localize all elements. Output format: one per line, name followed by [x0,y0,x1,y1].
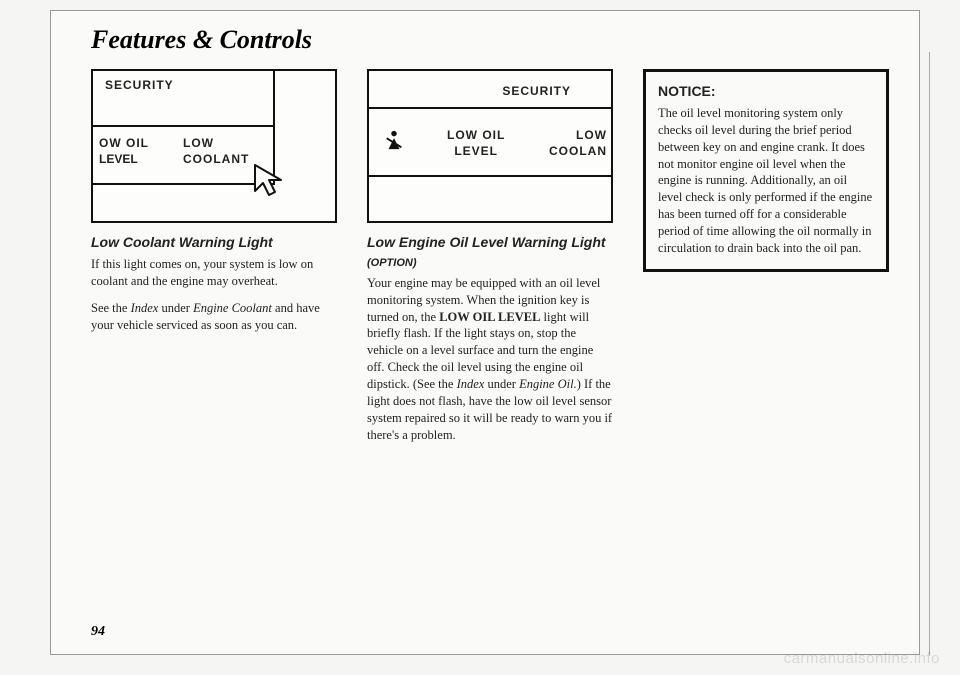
engine-oil-ref: Engine Oil. [519,377,577,391]
label-oil-level: OW OIL LEVEL [99,135,149,167]
oil2-l2: LEVEL [454,144,498,158]
label-low-oil-level: LOW OIL LEVEL [447,127,505,159]
oil2-l1: LOW OIL [447,128,505,142]
para-coolant-1: If this light comes on, your system is l… [91,256,337,290]
right-margin-rule [929,52,930,655]
engine-coolant-ref: Engine Coolant [193,301,272,315]
heading-low-oil: Low Engine Oil Level Warning Light (OPTI… [367,233,613,271]
column-1: SECURITY OW OIL LEVEL LOW COOLANT Low Co… [91,69,337,454]
row-divider-bottom [369,175,611,177]
option-tag: (OPTION) [367,257,417,269]
index-ref: Index [131,301,159,315]
columns: SECURITY OW OIL LEVEL LOW COOLANT Low Co… [91,69,889,454]
column-3: NOTICE: The oil level monitoring system … [643,69,889,454]
watermark: carmanualsonline.info [784,650,940,667]
oil-l1: OW OIL [99,136,149,150]
notice-title: NOTICE: [658,82,874,101]
panel-divider [93,125,275,127]
page: Features & Controls SECURITY OW OIL LEVE… [0,0,960,675]
cool2-l2: COOLAN [549,144,607,158]
cool-l2: COOLANT [183,152,249,166]
page-inner: Features & Controls SECURITY OW OIL LEVE… [50,10,920,655]
para-oil: Your engine may be equipped with an oil … [367,275,613,444]
row-divider-top [369,107,611,109]
column-2: SECURITY LOW OIL LEVEL LOW COOLAN [367,69,613,454]
low-oil-level-bold: LOW OIL LEVEL [439,310,540,324]
figure-low-oil: SECURITY LOW OIL LEVEL LOW COOLAN [367,69,613,223]
cool-l1: LOW [183,136,214,150]
para-coolant-2: See the Index under Engine Coolant and h… [91,300,337,334]
heading-text: Low Engine Oil Level Warning Light [367,234,606,250]
seatbelt-icon [383,129,405,151]
page-number: 94 [91,624,105,640]
o3: under [484,377,519,391]
notice-box: NOTICE: The oil level monitoring system … [643,69,889,272]
index-ref-2: Index [457,377,485,391]
oil-l2: LEVEL [99,152,138,166]
heading-low-coolant: Low Coolant Warning Light [91,233,337,252]
title-text: Features & Controls [91,25,312,54]
label-security: SECURITY [105,77,174,93]
notice-body: The oil level monitoring system only che… [658,105,874,257]
t2: under [158,301,193,315]
label-low-coolant-2: LOW COOLAN [549,127,607,159]
figure-low-coolant: SECURITY OW OIL LEVEL LOW COOLANT [91,69,337,223]
t1: See the [91,301,131,315]
label-security-2: SECURITY [502,83,571,99]
cool2-l1: LOW [576,128,607,142]
page-title: Features & Controls [91,25,889,55]
label-low-coolant: LOW COOLANT [183,135,249,167]
cursor-arrow-icon [251,161,291,201]
